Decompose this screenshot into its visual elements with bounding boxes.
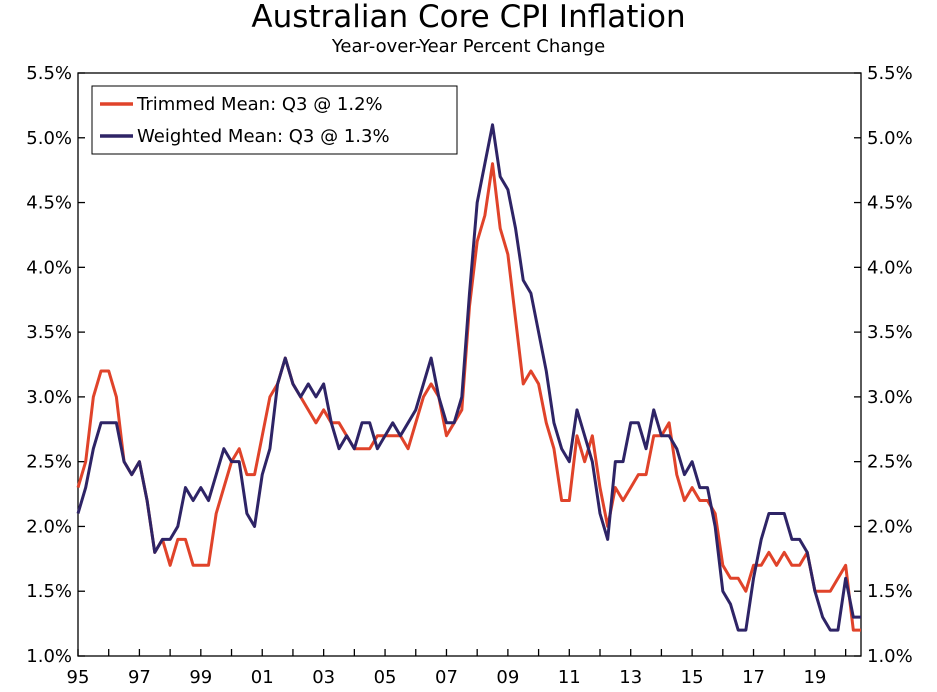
y-tick-label-left: 5.0% xyxy=(26,128,72,149)
y-tick-label-right: 2.0% xyxy=(867,516,913,537)
x-tick-label: 95 xyxy=(67,667,90,688)
y-tick-label-left: 3.5% xyxy=(26,322,72,343)
y-tick-label-right: 5.0% xyxy=(867,128,913,149)
legend-label-weighted-mean: Weighted Mean: Q3 @ 1.3% xyxy=(137,126,390,147)
y-tick-label-left: 1.5% xyxy=(26,581,72,602)
y-tick-label-left: 1.0% xyxy=(26,646,72,667)
x-tick-label: 97 xyxy=(128,667,151,688)
x-tick-label: 07 xyxy=(435,667,458,688)
x-tick-label: 05 xyxy=(374,667,397,688)
x-tick-label: 01 xyxy=(251,667,274,688)
series-line-weighted-mean xyxy=(76,123,861,632)
x-tick-label: 09 xyxy=(496,667,519,688)
x-tick-label: 99 xyxy=(189,667,212,688)
y-tick-label-right: 1.5% xyxy=(867,581,913,602)
y-tick-label-right: 3.0% xyxy=(867,387,913,408)
chart-subtitle: Year-over-Year Percent Change xyxy=(331,36,606,57)
y-tick-label-right: 3.5% xyxy=(867,322,913,343)
y-tick-label-right: 4.5% xyxy=(867,193,913,214)
legend: Trimmed Mean: Q3 @ 1.2% Weighted Mean: Q… xyxy=(91,85,458,155)
y-tick-label-right: 2.5% xyxy=(867,452,913,473)
y-tick-label-right: 5.5% xyxy=(867,63,913,84)
y-tick-label-left: 3.0% xyxy=(26,387,72,408)
y-tick-label-right: 4.0% xyxy=(867,257,913,278)
y-tick-label-right: 1.0% xyxy=(867,646,913,667)
series-line-trimmed-mean xyxy=(76,162,861,632)
x-tick-label: 11 xyxy=(558,667,581,688)
x-tick-label: 17 xyxy=(742,667,765,688)
y-tick-label-left: 2.5% xyxy=(26,452,72,473)
legend-box xyxy=(91,85,458,155)
plot-frame xyxy=(77,72,862,657)
x-tick-label: 19 xyxy=(803,667,826,688)
y-tick-label-left: 4.0% xyxy=(26,257,72,278)
x-tick-label: 03 xyxy=(312,667,335,688)
x-tick-label: 13 xyxy=(619,667,642,688)
chart-title: Australian Core CPI Inflation xyxy=(251,0,686,35)
legend-label-trimmed-mean: Trimmed Mean: Q3 @ 1.2% xyxy=(136,94,383,115)
y-tick-label-left: 4.5% xyxy=(26,193,72,214)
y-tick-label-left: 2.0% xyxy=(26,516,72,537)
y-tick-label-left: 5.5% xyxy=(26,63,72,84)
x-tick-label: 15 xyxy=(681,667,704,688)
